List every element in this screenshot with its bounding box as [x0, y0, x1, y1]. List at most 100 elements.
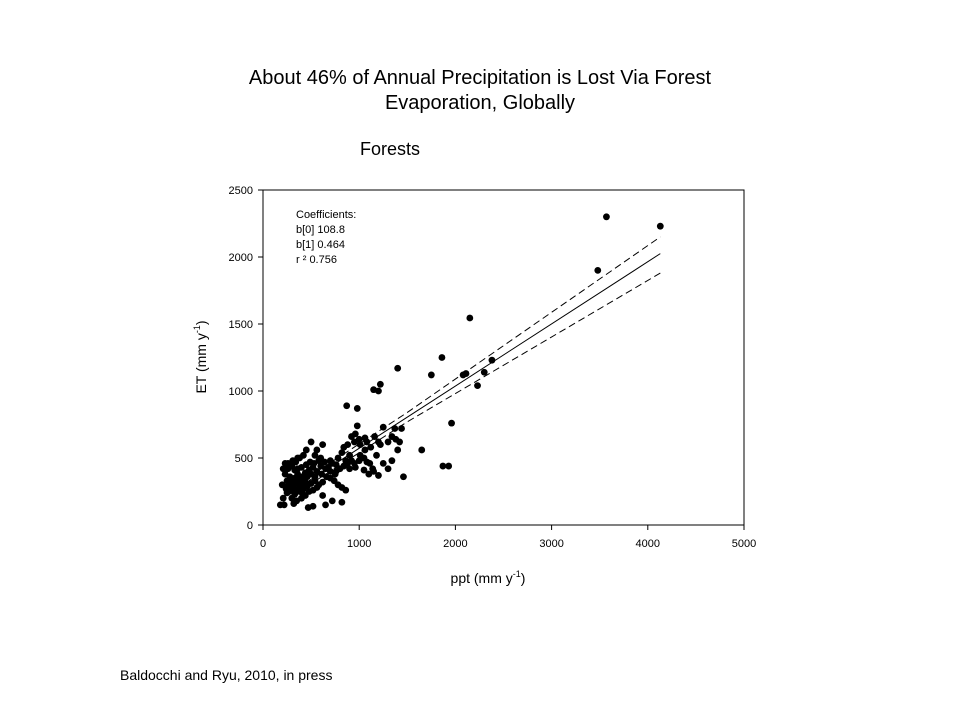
x-axis-label-sup: -1	[513, 569, 521, 579]
coefficient-b0: b[0] 108.8	[296, 224, 345, 236]
data-point	[319, 478, 327, 486]
data-point	[346, 451, 353, 459]
data-point	[289, 486, 297, 494]
data-point	[276, 501, 284, 509]
y-axis-label-main: ET (mm y	[193, 333, 209, 393]
data-point	[332, 468, 340, 475]
data-point	[480, 368, 488, 376]
data-point	[289, 457, 297, 465]
y-tick-label: 2500	[229, 185, 253, 197]
data-point	[348, 433, 355, 440]
data-point	[313, 484, 321, 491]
data-point	[290, 500, 298, 507]
x-tick-label: 2000	[443, 538, 467, 550]
data-point	[284, 465, 292, 473]
data-point	[603, 213, 610, 221]
x-tick-label: 5000	[732, 538, 756, 550]
y-axis-label-close: )	[193, 320, 209, 325]
data-point	[445, 462, 453, 470]
data-point	[282, 485, 290, 493]
data-point	[396, 438, 404, 446]
data-point	[322, 501, 329, 509]
data-point	[371, 433, 378, 440]
data-point	[363, 458, 371, 466]
data-point	[346, 465, 353, 473]
x-axis: 0 1000 2000 3000 4000 5000	[260, 525, 756, 550]
data-point	[311, 451, 319, 459]
data-point	[313, 446, 321, 454]
y-tick-label: 500	[235, 453, 253, 465]
citation: Baldocchi and Ryu, 2010, in press	[120, 667, 333, 683]
y-axis-label-sup: -1	[192, 325, 202, 333]
data-point	[361, 446, 369, 454]
data-point	[350, 438, 358, 446]
data-point	[373, 451, 380, 459]
data-point	[319, 441, 327, 448]
data-point	[356, 441, 364, 448]
data-point	[367, 443, 375, 451]
y-tick-label: 2000	[229, 252, 253, 264]
data-point	[321, 458, 328, 466]
data-point	[356, 451, 364, 459]
data-point	[310, 459, 318, 467]
data-point	[361, 434, 369, 442]
data-point	[342, 486, 350, 494]
data-point	[338, 498, 346, 506]
slide-title-line-2: Evaporation, Globally	[384, 92, 576, 114]
data-point	[300, 477, 307, 485]
data-point	[291, 466, 299, 474]
data-point	[360, 466, 368, 474]
data-point	[375, 438, 382, 446]
data-point	[375, 472, 382, 479]
x-axis-label-main: ppt (mm y	[451, 570, 513, 586]
y-axis: 0 500 1000 1500 2000 2500	[229, 185, 263, 532]
data-point	[353, 405, 361, 412]
x-tick-label: 0	[260, 538, 266, 550]
data-point	[343, 402, 351, 410]
data-point	[279, 465, 287, 473]
coefficients-heading: Coefficients:	[296, 209, 356, 221]
data-point	[307, 438, 315, 446]
data-point	[391, 425, 399, 432]
data-point	[328, 497, 336, 505]
data-point	[388, 433, 396, 440]
x-axis-label: ppt (mm y-1)	[451, 569, 526, 586]
data-point	[466, 314, 474, 322]
data-point	[319, 492, 327, 499]
plot-frame	[262, 189, 745, 526]
y-tick-label: 1000	[229, 386, 253, 398]
data-point	[281, 459, 289, 467]
data-point	[379, 459, 387, 467]
data-point	[459, 371, 467, 379]
data-point	[353, 422, 361, 430]
data-point	[384, 465, 392, 473]
data-point	[384, 438, 392, 446]
data-point	[400, 473, 407, 481]
coefficient-r2: r ² 0.756	[296, 254, 337, 266]
coefficients-box: Coefficients: b[0] 108.8 b[1] 0.464 r ² …	[296, 209, 356, 266]
data-point	[474, 382, 481, 390]
data-point	[388, 457, 396, 465]
data-point	[338, 449, 346, 457]
upper-confidence-line	[296, 236, 661, 486]
data-point	[369, 465, 377, 473]
data-point	[394, 446, 402, 454]
data-point	[656, 222, 664, 230]
data-point	[351, 463, 359, 471]
data-point	[279, 494, 287, 502]
data-point	[427, 371, 435, 379]
data-point	[376, 380, 384, 388]
data-point	[334, 454, 342, 462]
data-point	[370, 386, 378, 394]
x-axis-label-close: )	[521, 570, 526, 586]
data-point	[311, 473, 319, 481]
y-axis-label: ET (mm y-1)	[192, 320, 209, 393]
coefficient-b1: b[1] 0.464	[296, 239, 345, 251]
data-point	[398, 425, 405, 432]
data-point	[379, 423, 387, 431]
data-point	[340, 443, 348, 451]
data-point	[309, 502, 317, 510]
data-points	[276, 213, 664, 511]
data-point	[418, 446, 426, 454]
